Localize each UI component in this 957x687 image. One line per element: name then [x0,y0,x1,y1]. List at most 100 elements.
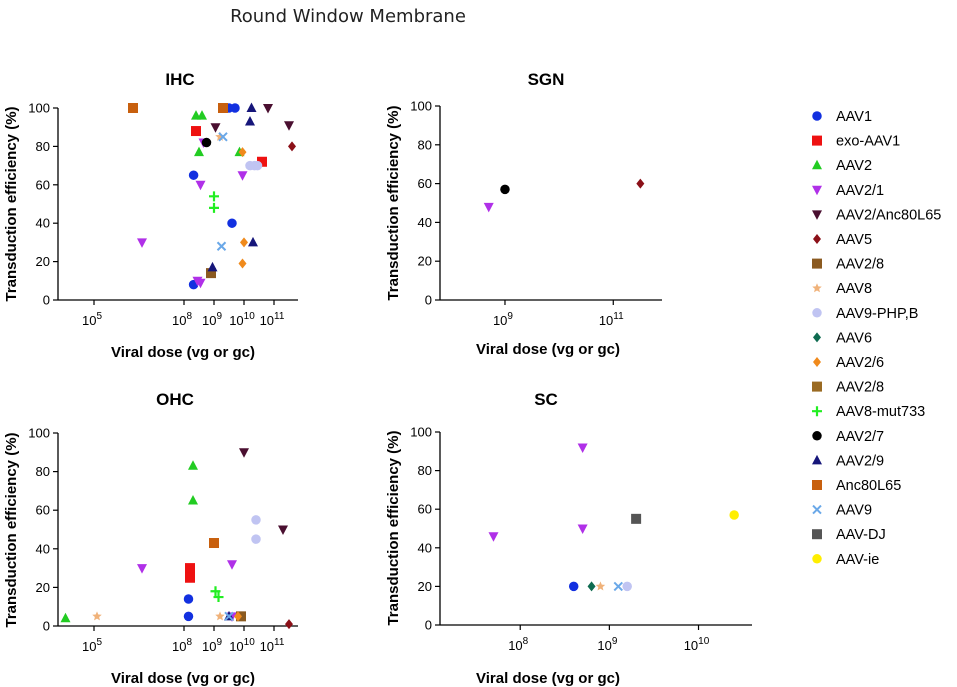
legend-item: AAV2/8 [812,257,884,273]
data-point [587,581,596,592]
legend-marker [812,210,822,220]
legend-label: AAV8-mut733 [836,404,925,420]
legend-label: AAV9 [836,503,872,519]
data-point [191,126,201,137]
x-tick-label: 109 [597,636,617,653]
data-point [128,103,138,113]
chart-panel-sgn: SGN 0 20 40 60 80 100 109 1011 Viral dose (vg or … [385,70,662,358]
x-tick-label: 1011 [260,637,285,654]
legend-item: AAV2/6 [813,355,884,371]
data-point [195,180,206,191]
data-point [257,156,267,167]
legend-label: Anc80L65 [836,478,901,494]
data-point [218,132,228,142]
panel-title: SGN [528,70,565,89]
legend-marker [812,381,822,392]
y-axis-label: Transduction efficiency (%) [3,432,20,627]
data-point [195,278,206,289]
x-tick-label: 109 [202,311,222,328]
legend-marker [813,332,821,343]
y-tick-label: 20 [418,579,432,594]
legend-marker [812,185,822,196]
data-point [729,510,739,520]
data-point [183,594,194,604]
data-point [613,581,623,592]
data-point [488,532,499,542]
y-tick-label: 40 [418,540,432,555]
legend-marker [812,283,822,293]
data-point [194,146,204,157]
y-axis-label: Transduction efficiency (%) [385,105,402,300]
data-point [577,443,588,453]
legend-marker [812,480,822,490]
data-point [209,202,219,213]
data-point [92,611,102,621]
data-point [207,261,218,272]
legend-item: AAV8 [812,281,872,297]
x-tick-label: 1010 [229,637,255,654]
data-point [500,184,510,195]
data-point [284,121,294,131]
legend-label: AAV2/1 [836,183,884,199]
y-tick-label: 60 [418,502,432,517]
legend-item: exo-AAV1 [812,134,900,150]
panel-title: SC [534,390,558,409]
legend-marker [812,529,822,540]
data-point [215,611,225,621]
panel-title: IHC [165,70,194,89]
data-point [285,619,293,630]
x-axis-label: Viral dose (vg or gc) [476,341,620,358]
legend: AAV1 exo-AAV1 AAV2 AAV2/1 AAV2/Anc80L65 AAV5 A… [812,109,941,568]
chart-panel-ohc: OHC 0 20 40 60 80 100 105 108 109 1010 1011 Viral do… [3,390,298,687]
y-tick-label: 100 [410,99,432,114]
panel-title: OHC [156,390,194,409]
legend-item: AAV9 [812,503,872,519]
legend-item: AAV-ie [812,552,879,568]
legend-marker [812,308,822,318]
x-axis-label: Viral dose (vg or gc) [476,670,620,687]
y-tick-label: 60 [36,177,50,192]
legend-marker [812,406,822,417]
y-tick-label: 60 [36,503,50,518]
data-point [251,515,261,525]
legend-item: Anc80L65 [812,478,901,494]
y-tick-label: 20 [36,254,50,269]
data-point [239,448,249,458]
x-tick-label: 1011 [599,311,624,328]
data-point [201,137,212,148]
data-point [137,564,147,574]
chart-panel-ihc: IHC 0 20 40 60 80 100 105 108 109 1010 1011 Viral do… [3,70,298,361]
legend-marker [812,159,822,170]
data-point [230,103,240,113]
figure-title: Round Window Membrane [230,6,466,27]
legend-item: AAV6 [813,330,872,346]
x-tick-label: 1010 [684,636,710,653]
legend-item: AAV9-PHP,B [812,306,918,322]
y-tick-label: 80 [418,137,432,152]
y-tick-label: 100 [28,426,50,441]
data-point [197,110,207,120]
x-axis-label: Viral dose (vg or gc) [111,670,255,687]
y-tick-label: 40 [36,541,50,556]
data-point [210,586,221,597]
data-point [210,123,221,133]
data-point [237,171,248,181]
y-tick-label: 20 [418,254,432,269]
legend-marker [812,258,822,269]
data-point [251,534,261,544]
data-point [185,572,195,583]
y-tick-label: 100 [410,425,432,440]
data-point [224,611,234,622]
y-tick-label: 80 [418,463,432,478]
data-point [137,238,147,248]
legend-marker [813,357,821,367]
y-tick-label: 0 [425,618,432,633]
legend-label: AAV-DJ [836,527,886,543]
data-point [183,611,194,622]
x-tick-label: 1011 [260,311,285,328]
legend-label: AAV6 [836,330,872,346]
legend-marker [812,454,822,465]
data-point [248,236,258,247]
data-point [240,237,248,248]
data-point [209,538,219,549]
